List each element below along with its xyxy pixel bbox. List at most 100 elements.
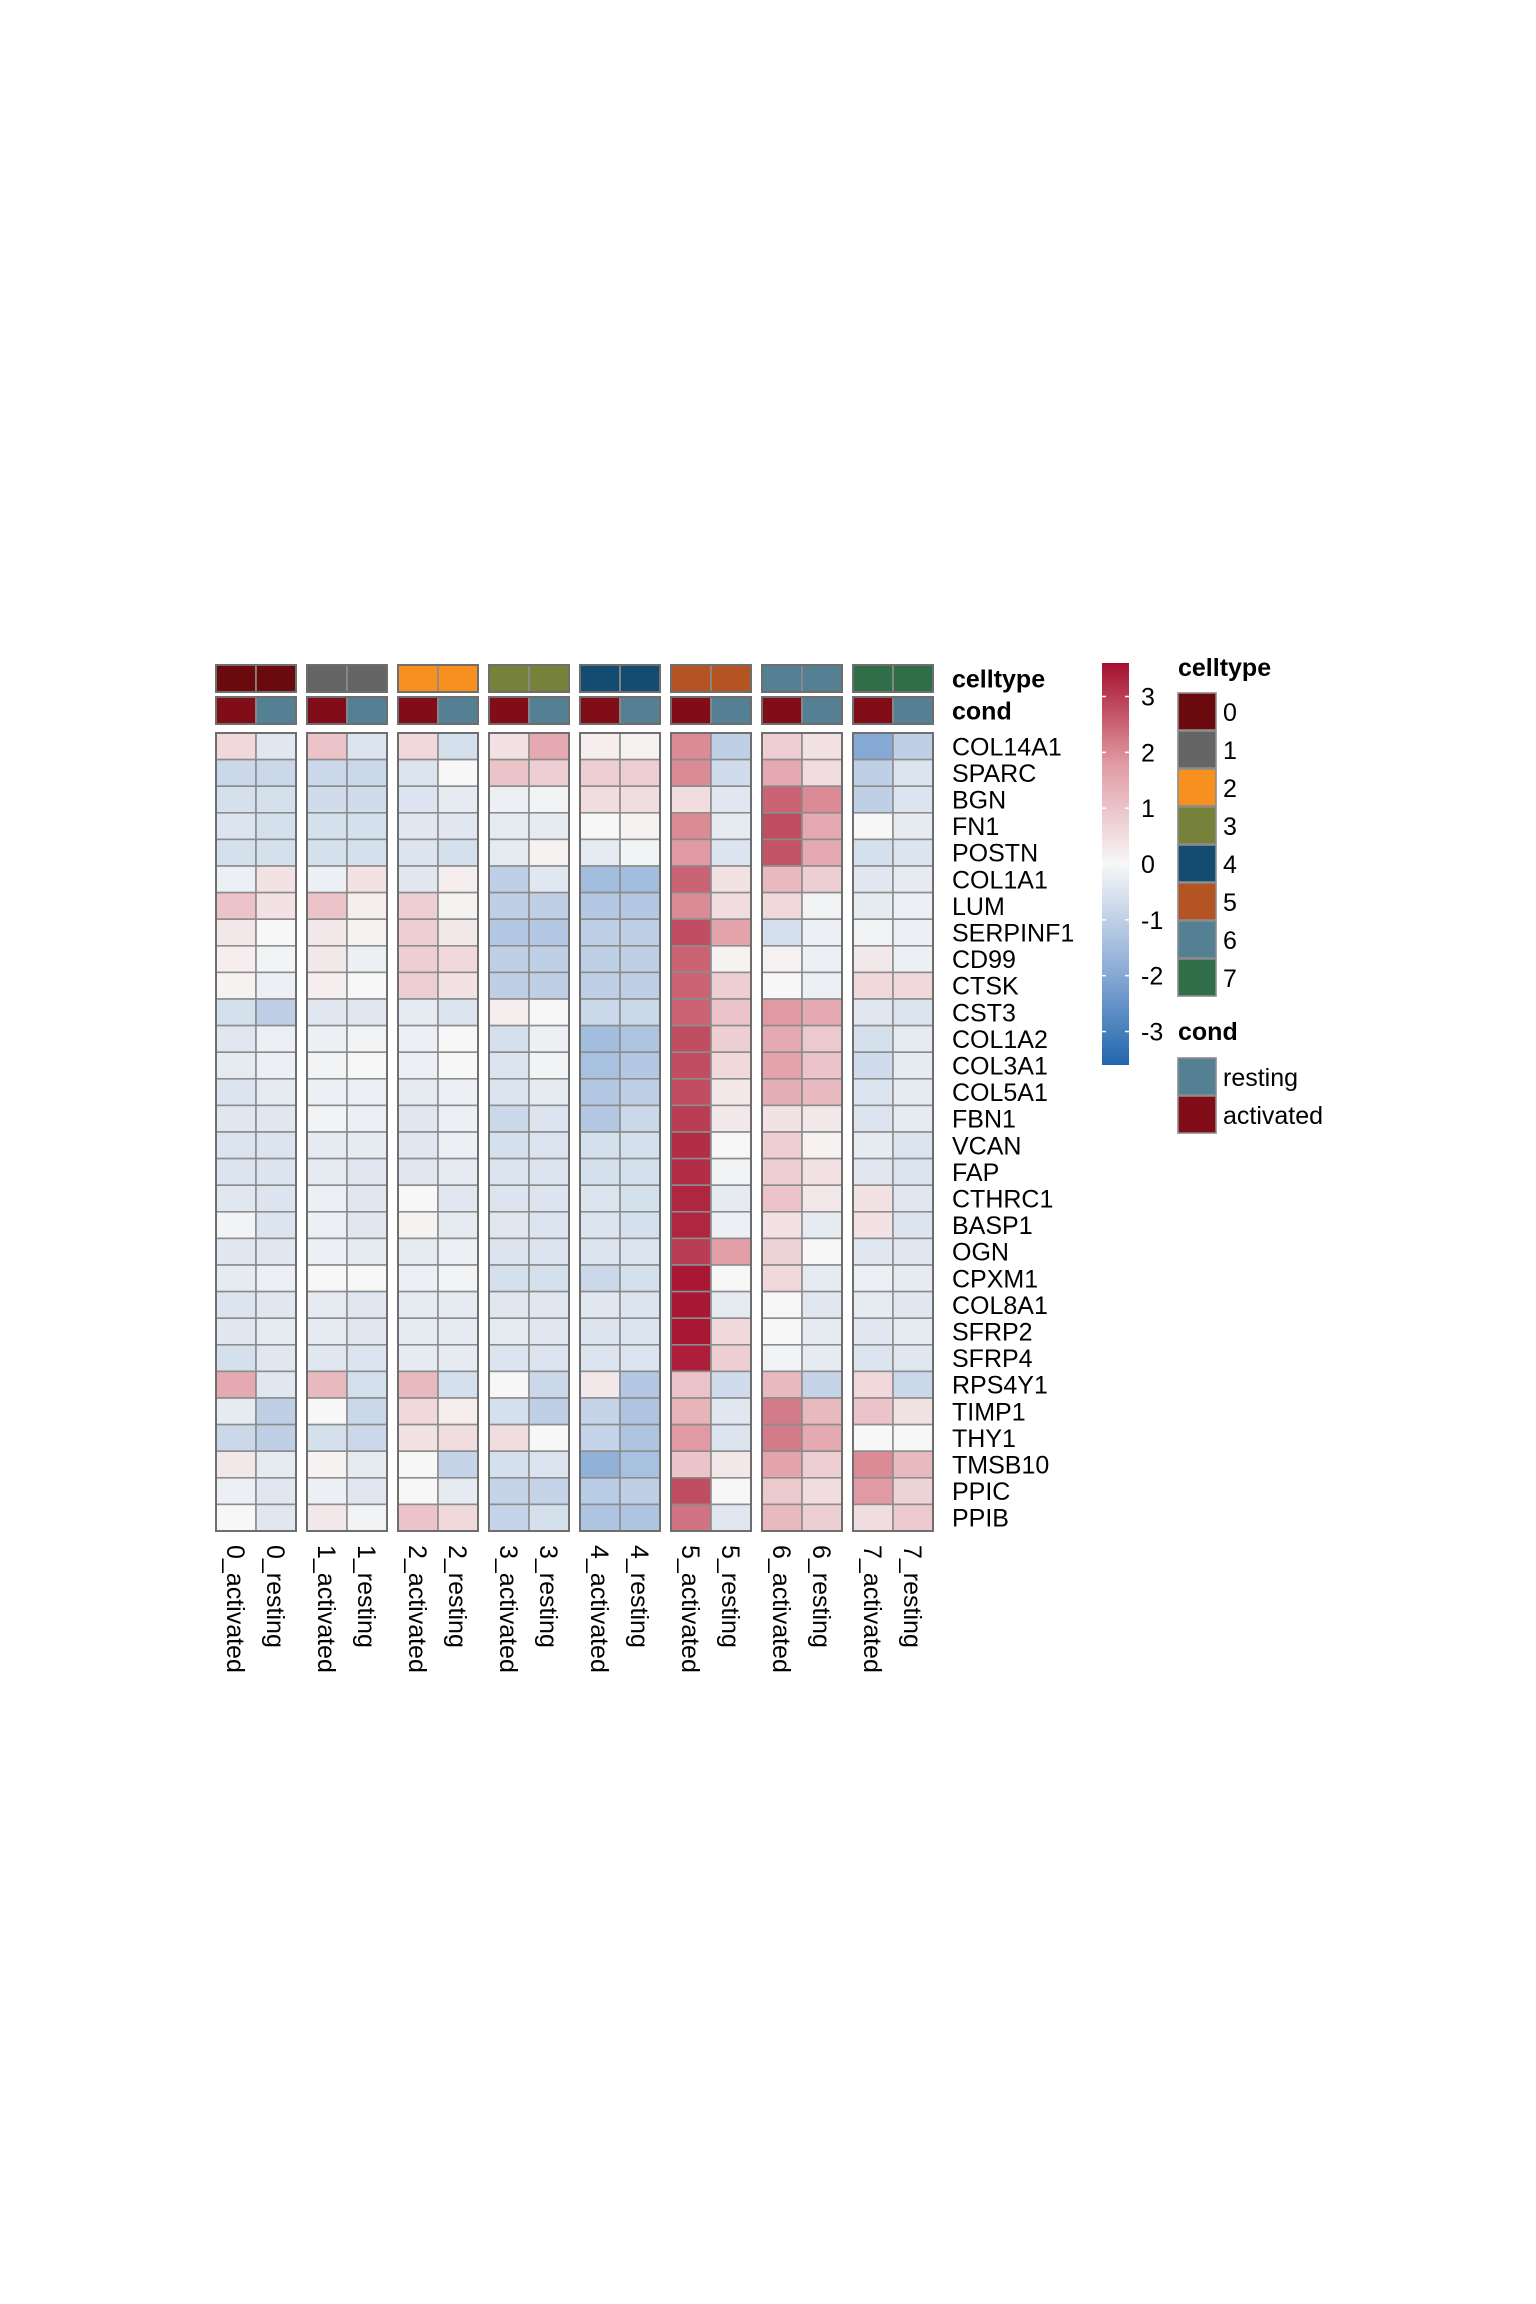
color-scale-tick-label: -1	[1141, 907, 1163, 935]
heatmap-cell	[346, 1024, 388, 1053]
heatmap-cell	[437, 998, 479, 1027]
heatmap-cell	[579, 1290, 621, 1319]
heatmap-cell	[255, 1078, 297, 1107]
color-scale-tick-label: 3	[1141, 684, 1155, 712]
heatmap-cell	[397, 998, 439, 1027]
heatmap-cell	[670, 1264, 712, 1293]
heatmap-cell	[892, 1024, 934, 1053]
heatmap-cell	[801, 1024, 843, 1053]
color-scale-tick-label: 1	[1141, 795, 1155, 823]
row-label: COL3A1	[952, 1053, 1048, 1081]
cond-annotation-cell	[215, 696, 257, 725]
heatmap-cell	[397, 732, 439, 761]
heatmap-cell	[710, 1051, 752, 1080]
heatmap-cell	[488, 811, 530, 841]
heatmap-cell	[761, 1317, 803, 1346]
heatmap-cell	[437, 918, 479, 947]
heatmap-cell	[801, 1184, 843, 1213]
heatmap-cell	[215, 838, 257, 867]
column-label: 3_resting	[534, 1545, 562, 1648]
heatmap-cell	[346, 785, 388, 814]
heatmap-cell	[215, 732, 257, 761]
heatmap-cell	[710, 1290, 752, 1319]
heatmap-cell	[528, 944, 570, 974]
legend-swatch	[1177, 768, 1217, 807]
heatmap-cell	[619, 1477, 661, 1506]
heatmap-cell	[801, 1157, 843, 1186]
heatmap-cell	[397, 891, 439, 920]
heatmap-cell	[306, 891, 348, 920]
heatmap-cell	[488, 1317, 530, 1346]
heatmap-cell	[619, 1397, 661, 1426]
heatmap-cell	[710, 811, 752, 841]
heatmap-cell	[801, 1078, 843, 1107]
heatmap-cell	[306, 1051, 348, 1080]
heatmap-cell	[670, 838, 712, 867]
heatmap-cell	[215, 971, 257, 1000]
row-label: TMSB10	[952, 1452, 1049, 1480]
heatmap-cell	[852, 1370, 894, 1399]
column-labels: 0_activated 0_resting 1_activated 1_resting…	[221, 1545, 926, 1673]
heatmap-cell	[761, 1024, 803, 1053]
heatmap-cell	[801, 865, 843, 894]
heatmap-cell	[306, 1237, 348, 1266]
heatmap-cell	[488, 1237, 530, 1266]
heatmap-cell	[255, 1211, 297, 1240]
heatmap-cell	[346, 1051, 388, 1080]
heatmap-cell	[528, 891, 570, 920]
heatmap-cell	[670, 1184, 712, 1213]
heatmap-cell	[255, 918, 297, 947]
heatmap-cell	[488, 1024, 530, 1053]
heatmap-cell	[255, 1024, 297, 1053]
celltype-annotation-cell	[397, 664, 439, 693]
heatmap-cell	[801, 1051, 843, 1080]
row-label: COL1A1	[952, 866, 1048, 894]
heatmap-cell	[528, 811, 570, 841]
row-label: FN1	[952, 813, 999, 841]
legend-label: 1	[1223, 737, 1237, 765]
heatmap-cell	[215, 1290, 257, 1319]
heatmap-cell	[852, 1317, 894, 1346]
heatmap-cell	[892, 1344, 934, 1373]
heatmap-cell	[488, 1184, 530, 1213]
heatmap-cell	[306, 1423, 348, 1452]
heatmap-cell	[761, 918, 803, 947]
heatmap-cell	[255, 1157, 297, 1186]
heatmap-cell	[437, 1104, 479, 1133]
heatmap-cell	[579, 1450, 621, 1479]
heatmap-cell	[579, 944, 621, 974]
heatmap-cell	[710, 998, 752, 1027]
group-border	[761, 664, 843, 693]
heatmap-cell	[892, 971, 934, 1000]
heatmap-cell	[670, 1450, 712, 1479]
heatmap-cell	[488, 1211, 530, 1240]
heatmap-cell	[528, 1237, 570, 1266]
heatmap-cell	[710, 1370, 752, 1399]
cond-annotation-cell	[437, 696, 479, 725]
heatmap-cell	[255, 1290, 297, 1319]
row-label: SFRP4	[952, 1345, 1033, 1373]
heatmap-cell	[892, 1078, 934, 1107]
annotation-legends: celltype 0 1 2 3 4 5 6 7 cond resting activated	[1177, 654, 1323, 1134]
heatmap-cell	[306, 1078, 348, 1107]
heatmap-cell	[346, 1370, 388, 1399]
heatmap-cell	[670, 1290, 712, 1319]
heatmap-cell	[619, 1024, 661, 1053]
heatmap-cell	[215, 865, 257, 894]
heatmap-cell	[397, 1051, 439, 1080]
heatmap-cell	[579, 1264, 621, 1293]
group-border	[215, 696, 297, 725]
heatmap-cell	[670, 891, 712, 920]
heatmap-cell	[215, 1317, 257, 1346]
heatmap-cell	[346, 1078, 388, 1107]
heatmap-cell	[761, 1078, 803, 1107]
group-border	[306, 732, 388, 1532]
heatmap-cell	[801, 1344, 843, 1373]
heatmap-cell	[255, 1104, 297, 1133]
heatmap-cell	[619, 811, 661, 841]
heatmap-cell	[801, 1264, 843, 1293]
heatmap-cell	[255, 838, 297, 867]
heatmap-cell	[215, 1051, 257, 1080]
heatmap-cell	[670, 1024, 712, 1053]
column-label: 4_resting	[625, 1545, 653, 1648]
